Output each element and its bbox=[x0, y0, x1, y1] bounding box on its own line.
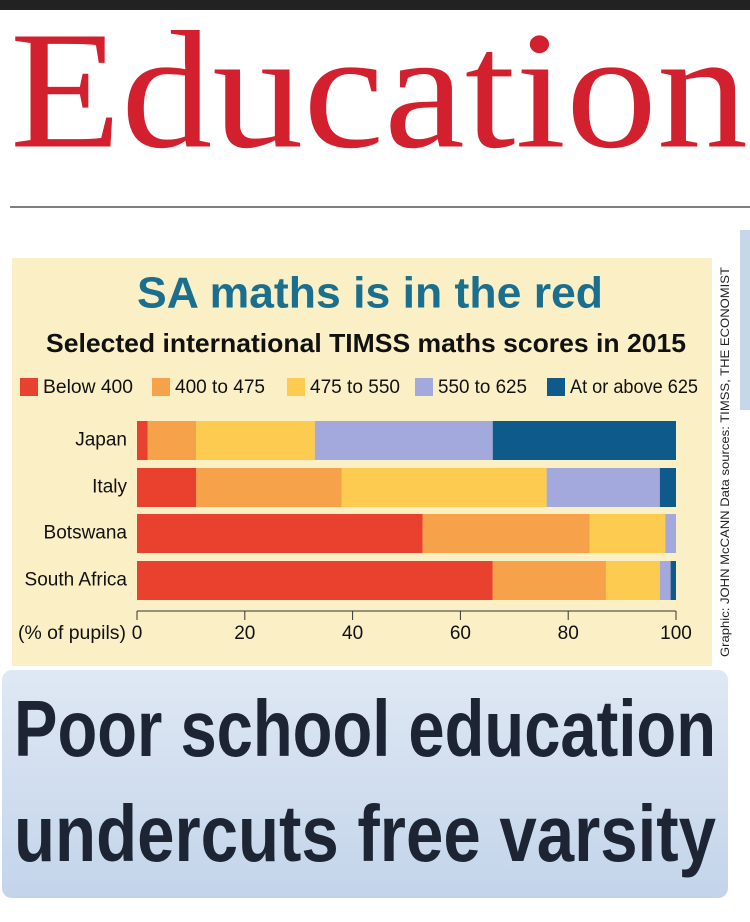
bar-segment bbox=[314, 421, 493, 460]
legend-label: At or above 625 bbox=[570, 377, 698, 398]
legend-swatch bbox=[20, 378, 38, 396]
top-rule bbox=[0, 0, 750, 10]
bar-segment bbox=[147, 421, 197, 460]
x-tick-label: 100 bbox=[660, 623, 692, 644]
bar-segment bbox=[492, 421, 676, 460]
legend-label: 550 to 625 bbox=[438, 377, 527, 398]
bar-segment bbox=[492, 561, 606, 600]
bar-segment bbox=[665, 514, 676, 553]
legend-swatch bbox=[152, 378, 170, 396]
bar-segment bbox=[422, 514, 590, 553]
chart-title: SA maths is in the red bbox=[137, 269, 603, 318]
side-panel bbox=[740, 230, 750, 410]
y-tick-label: Italy bbox=[92, 477, 127, 498]
bar-segment bbox=[659, 561, 671, 600]
headline-box bbox=[2, 670, 728, 898]
legend-swatch bbox=[415, 378, 433, 396]
chart: SA maths is in the red Selected internat… bbox=[18, 266, 732, 657]
bar-segment bbox=[659, 468, 676, 507]
bar-segment bbox=[196, 468, 342, 507]
legend-label: Below 400 bbox=[43, 377, 133, 398]
y-tick-label: Botswana bbox=[44, 523, 128, 544]
bar-segment bbox=[546, 468, 660, 507]
x-tick-label: 40 bbox=[342, 623, 363, 644]
legend-swatch bbox=[287, 378, 305, 396]
bar-segment bbox=[196, 421, 315, 460]
chart-subtitle: Selected international TIMSS maths score… bbox=[46, 328, 686, 358]
headline-line: Poor school education bbox=[14, 684, 716, 773]
y-tick-label: Japan bbox=[75, 430, 127, 451]
x-tick-label: 60 bbox=[450, 623, 471, 644]
chart-panel bbox=[12, 258, 712, 666]
section-title: Education bbox=[10, 0, 748, 184]
legend-swatch bbox=[547, 378, 565, 396]
bar-segment bbox=[137, 514, 423, 553]
bar-segment bbox=[341, 468, 547, 507]
bar-segment bbox=[670, 561, 676, 600]
bar-segment bbox=[605, 561, 660, 600]
bar-segment bbox=[137, 468, 197, 507]
x-tick-label: 20 bbox=[234, 623, 255, 644]
headline-line: undercuts free varsity bbox=[14, 789, 716, 878]
x-axis-label: (% of pupils) bbox=[18, 623, 126, 644]
legend-label: 400 to 475 bbox=[175, 377, 265, 398]
bar-segment bbox=[137, 421, 148, 460]
bar-segment bbox=[589, 514, 666, 553]
x-tick-label: 80 bbox=[558, 623, 579, 644]
x-tick-label: 0 bbox=[132, 623, 143, 644]
legend-label: 475 to 550 bbox=[310, 377, 400, 398]
y-tick-label: South Africa bbox=[25, 570, 128, 591]
credit: Graphic: JOHN McCANN Data sources: TIMSS… bbox=[718, 266, 732, 657]
bar-segment bbox=[137, 561, 493, 600]
